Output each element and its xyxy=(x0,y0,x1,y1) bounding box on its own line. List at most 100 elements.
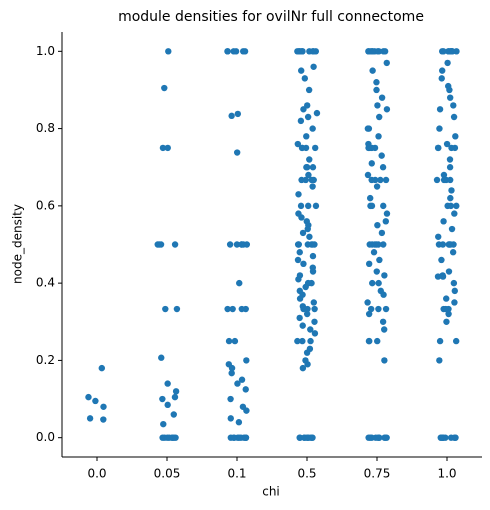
point xyxy=(309,183,316,190)
point xyxy=(300,106,307,113)
point xyxy=(436,106,444,113)
point xyxy=(306,156,313,163)
point xyxy=(243,241,251,248)
point xyxy=(375,279,382,287)
point xyxy=(243,407,250,414)
point xyxy=(436,337,444,345)
point xyxy=(310,176,317,184)
y-tick-label: 0.0 xyxy=(36,430,55,444)
point xyxy=(86,415,94,422)
point xyxy=(438,256,445,264)
point xyxy=(236,279,243,287)
point xyxy=(230,434,237,441)
point xyxy=(228,364,236,372)
point xyxy=(380,291,387,298)
point xyxy=(296,249,303,256)
point xyxy=(165,48,172,55)
point xyxy=(365,434,372,441)
point xyxy=(225,337,233,345)
y-tick-label: 0.8 xyxy=(36,121,55,135)
point xyxy=(159,144,167,152)
point xyxy=(378,94,386,101)
point xyxy=(364,125,372,132)
point xyxy=(305,86,313,94)
point xyxy=(381,357,388,364)
point xyxy=(365,260,373,268)
point xyxy=(171,393,179,401)
point xyxy=(309,252,317,260)
point xyxy=(435,233,442,240)
point xyxy=(313,109,321,117)
point xyxy=(240,48,247,55)
point xyxy=(370,249,378,256)
point xyxy=(296,295,304,302)
point xyxy=(439,273,447,280)
point xyxy=(375,305,382,313)
point xyxy=(162,305,169,313)
point xyxy=(173,305,181,313)
point xyxy=(452,337,460,345)
point xyxy=(375,133,382,140)
point xyxy=(304,113,312,121)
point xyxy=(440,176,448,184)
point xyxy=(364,171,372,179)
point xyxy=(378,152,385,159)
point xyxy=(298,214,305,221)
point xyxy=(224,48,231,55)
point xyxy=(382,434,389,441)
point xyxy=(447,241,454,248)
point xyxy=(367,305,375,313)
point xyxy=(310,63,317,70)
point xyxy=(299,322,306,329)
point xyxy=(303,164,310,171)
point xyxy=(382,218,390,225)
x-tick-label: 0.1 xyxy=(227,467,246,481)
point xyxy=(307,326,314,333)
point xyxy=(443,295,450,302)
point xyxy=(368,160,375,167)
point xyxy=(435,144,442,152)
point xyxy=(374,337,381,345)
point xyxy=(158,354,165,361)
point xyxy=(160,420,167,428)
point xyxy=(449,249,457,256)
point xyxy=(382,305,390,313)
point xyxy=(311,330,319,337)
point xyxy=(228,369,235,377)
point xyxy=(373,86,380,94)
x-tick-label: 0.75 xyxy=(364,467,391,481)
point xyxy=(375,48,383,55)
point xyxy=(307,337,314,345)
point xyxy=(303,310,311,318)
point xyxy=(442,305,449,313)
point xyxy=(85,393,92,401)
point xyxy=(439,67,446,74)
point xyxy=(374,102,381,109)
point xyxy=(304,241,312,248)
point xyxy=(306,233,313,240)
point xyxy=(242,386,249,393)
point xyxy=(238,376,246,383)
point xyxy=(365,144,372,152)
point xyxy=(373,79,380,86)
point xyxy=(448,225,456,233)
point xyxy=(438,75,445,82)
point xyxy=(434,273,442,280)
point xyxy=(295,276,302,283)
point xyxy=(312,202,320,210)
point xyxy=(436,357,443,364)
point xyxy=(166,434,173,441)
point xyxy=(374,221,381,229)
point xyxy=(235,419,243,426)
point xyxy=(381,272,388,279)
x-tick-label: 0.05 xyxy=(154,467,181,481)
point xyxy=(368,176,375,184)
point xyxy=(446,164,454,171)
point xyxy=(230,48,237,55)
point xyxy=(309,125,316,132)
point xyxy=(164,401,171,409)
point xyxy=(309,164,317,171)
point xyxy=(448,144,455,152)
